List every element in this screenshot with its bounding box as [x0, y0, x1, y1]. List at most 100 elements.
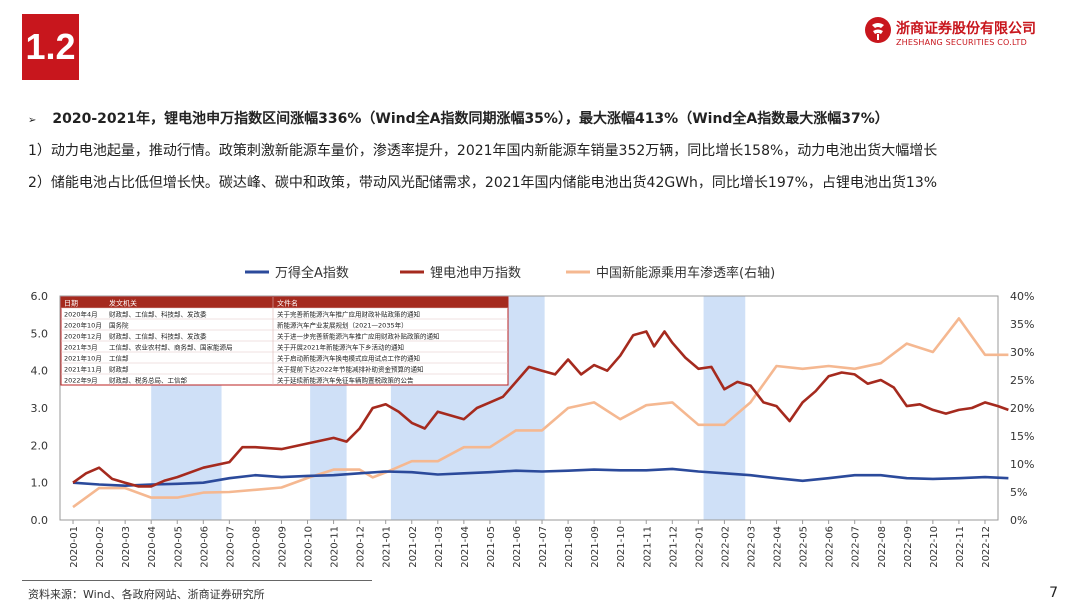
footnote-divider	[22, 580, 372, 581]
x-tick-group: 2020-05	[173, 526, 184, 568]
x-axis-tick-label: 2022-07	[851, 526, 862, 568]
policy-table-cell: 财政部、工信部、科技部、发改委	[109, 310, 207, 319]
x-tick-group: 2021-05	[486, 526, 497, 568]
series-penetration-line	[72, 317, 1009, 509]
policy-table-cell: 财政部	[109, 365, 129, 374]
right-axis-tick-label: 20%	[1010, 402, 1034, 415]
right-axis-tick-label: 10%	[1010, 458, 1034, 471]
page-number: 7	[1049, 585, 1058, 601]
policy-table-cell: 关于延续新能源汽车免征车辆购置税政策的公告	[277, 376, 414, 385]
plot-frame	[59, 295, 999, 521]
x-tick-group: 2020-04	[147, 526, 158, 568]
x-tick-group: 2021-01	[382, 526, 393, 568]
x-tick-group: 2021-04	[460, 526, 471, 568]
x-axis-tick-label: 2020-07	[225, 526, 236, 568]
policy-table-cell: 工信部	[109, 354, 129, 363]
x-tick-group: 2022-10	[929, 526, 940, 568]
policy-table-cell: 关于提前下达2022年节能减排补助资金预算的通知	[277, 365, 424, 374]
x-axis-tick-label: 2022-05	[799, 526, 810, 568]
series-lithium-line	[72, 330, 1009, 488]
x-axis-tick-label: 2020-12	[356, 526, 367, 568]
x-tick-group: 2022-05	[799, 526, 810, 568]
x-axis-tick-label: 2021-03	[434, 526, 445, 568]
x-tick-group: 2022-09	[903, 526, 914, 568]
legend-label: 万得全A指数	[275, 265, 349, 281]
right-axis-tick-label: 35%	[1010, 318, 1034, 331]
x-tick-group: 2020-09	[277, 526, 288, 568]
x-tick-group: 2020-02	[95, 526, 106, 568]
policy-table-cell: 关于完善新能源汽车推广应用财政补贴政策的通知	[277, 310, 420, 319]
x-tick-group: 2020-10	[304, 526, 315, 568]
x-tick-group: 2022-06	[825, 526, 836, 568]
policy-table-cell: 2020年10月	[64, 321, 102, 330]
x-tick-group: 2020-06	[199, 526, 210, 568]
right-axis-tick-label: 5%	[1010, 486, 1027, 499]
x-axis-tick-label: 2020-06	[199, 526, 210, 568]
x-tick-group: 2022-07	[851, 526, 862, 568]
point-1: 1）动力电池起量，推动行情。政策刺激新能源车量价，渗透率提升，2021年国内新能…	[28, 143, 938, 159]
x-tick-group: 2022-11	[955, 526, 966, 568]
x-tick-group: 2022-04	[773, 526, 784, 568]
policy-table-cell: 关于进一步完善新能源汽车推广应用财政补贴政策的通知	[277, 332, 440, 341]
right-axis-tick-label: 40%	[1010, 290, 1034, 303]
arrow-bullet-icon: ➢	[28, 115, 37, 126]
x-tick-group: 2022-02	[720, 526, 731, 568]
x-axis-tick-label: 2021-06	[512, 526, 523, 568]
x-tick-group: 2020-12	[356, 526, 367, 568]
right-axis-tick-label: 0%	[1010, 514, 1027, 527]
x-axis-tick-label: 2020-11	[330, 526, 341, 568]
logo-chinese-name: 浙商证券股份有限公司	[896, 21, 1036, 37]
x-axis-tick-label: 2021-10	[616, 526, 627, 568]
x-tick-group: 2021-06	[512, 526, 523, 568]
policy-table-header-cell: 日期	[64, 300, 78, 308]
x-axis-tick-label: 2021-11	[642, 526, 653, 568]
chart-svg: 0.0 1.0 2.0 3.0 4.0 5.0 6.0 0% 5% 10% 15% 20% 25% 30%…	[31, 265, 1035, 568]
series-wind-a-line	[72, 467, 1009, 487]
policy-table-cell: 财政部、税务总局、工信部	[109, 376, 188, 385]
left-axis-tick-label: 4.0	[31, 365, 49, 378]
policy-table-cell: 财政部、工信部、科技部、发改委	[109, 332, 207, 341]
x-axis-tick-label: 2022-10	[929, 526, 940, 568]
policy-table-cell: 新能源汽车产业发展规划（2021—2035年）	[277, 321, 408, 330]
left-axis-tick-label: 0.0	[31, 514, 49, 527]
x-axis-tick-label: 2020-04	[147, 526, 158, 568]
x-axis-tick-label: 2021-07	[538, 526, 549, 568]
x-axis-tick-label: 2021-04	[460, 526, 471, 568]
x-axis-tick-label: 2021-02	[408, 526, 419, 568]
x-axis-tick-label: 2021-09	[590, 526, 601, 568]
x-tick-group: 2021-10	[616, 526, 627, 568]
policy-table-header-cell: 文件名	[277, 299, 298, 308]
left-axis-tick-label: 1.0	[31, 477, 49, 490]
x-axis-tick-label: 2022-04	[773, 526, 784, 568]
x-tick-group: 2020-03	[121, 526, 132, 568]
policy-table-cell: 2021年11月	[64, 365, 102, 374]
x-tick-group: 2020-07	[225, 526, 236, 568]
x-axis-tick-label: 2020-01	[69, 526, 80, 568]
right-axis-tick-label: 25%	[1010, 374, 1034, 387]
headline: ➢ 2020-2021年，锂电池申万指数区间涨幅336%（Wind全A指数同期涨幅…	[28, 108, 889, 128]
x-axis-tick-label: 2021-01	[382, 526, 393, 568]
x-axis-tick-label: 2020-03	[121, 526, 132, 568]
x-tick-group: 2022-12	[981, 526, 992, 568]
x-axis-tick-label: 2022-06	[825, 526, 836, 568]
x-axis-tick-label: 2022-08	[877, 526, 888, 568]
x-tick-group: 2020-08	[251, 526, 262, 568]
logo-mark-icon	[865, 17, 891, 43]
source-note: 资料来源：Wind、各政府网站、浙商证券研究所	[28, 588, 265, 601]
x-axis-tick-label: 2021-12	[668, 526, 679, 568]
point-2: 2）储能电池占比低但增长快。碳达峰、碳中和政策，带动风光配储需求，2021年国内…	[28, 175, 938, 191]
x-tick-group: 2020-01	[69, 526, 80, 568]
chart-container: 0.0 1.0 2.0 3.0 4.0 5.0 6.0 0% 5% 10% 15% 20% 25% 30%…	[0, 250, 1080, 590]
x-axis-tick-label: 2020-10	[304, 526, 315, 568]
left-axis-tick-label: 6.0	[31, 290, 49, 303]
policy-table-cell: 2020年12月	[64, 332, 102, 341]
policy-table-cell: 2021年3月	[64, 343, 98, 352]
x-axis-tick-label: 2022-11	[955, 526, 966, 568]
x-tick-group: 2022-08	[877, 526, 888, 568]
policy-table-header-cell: 发文机关	[109, 299, 137, 308]
x-axis-tick-label: 2020-05	[173, 526, 184, 568]
policy-table-cell: 关于开展2021年新能源汽车下乡活动的通知	[277, 343, 404, 352]
section-number-badge: 1.2	[22, 14, 79, 80]
x-tick-group: 2021-11	[642, 526, 653, 568]
